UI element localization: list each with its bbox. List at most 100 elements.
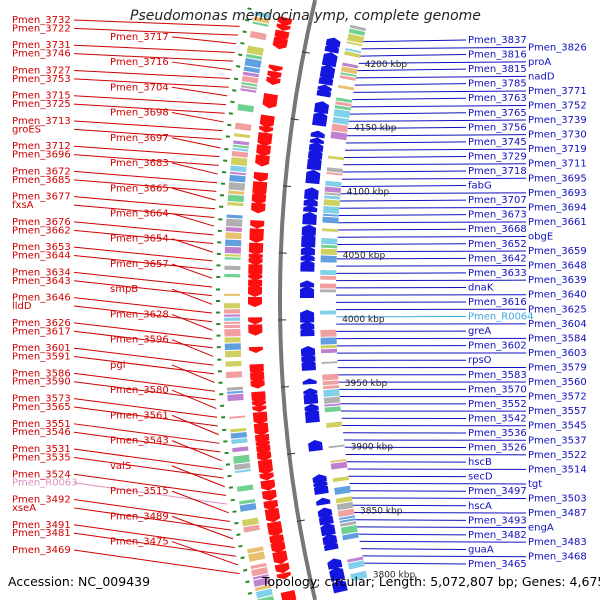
cog-category-block — [239, 503, 257, 512]
gene-label: nadD — [528, 71, 555, 82]
gene-label: Pmen_3698 — [110, 108, 169, 119]
cog-category-block — [332, 476, 350, 483]
gene-label: Pmen_3552 — [468, 399, 527, 410]
tick-mark — [280, 386, 289, 388]
label-connector — [73, 179, 217, 192]
gene-label: Pmen_3497 — [468, 486, 527, 497]
gene-label: Pmen_3551 — [12, 419, 71, 430]
forward-gene-arrow — [272, 550, 288, 564]
reverse-gene-arrow — [300, 246, 316, 256]
cog-category-block — [228, 182, 246, 191]
cog-category-block — [251, 566, 269, 577]
cog-category-block — [321, 228, 339, 233]
cog-category-block — [320, 310, 337, 315]
label-connector — [171, 238, 213, 253]
label-connector — [73, 330, 213, 349]
gene-label: Pmen_3697 — [110, 133, 169, 144]
reverse-gene-arrow — [300, 309, 315, 323]
label-connector — [359, 540, 527, 543]
gene-label: Pmen_3545 — [528, 421, 587, 432]
cog-category-block — [340, 66, 358, 75]
cog-category-block — [237, 103, 255, 113]
forward-gene-arrow — [262, 93, 279, 109]
gene-label: Pmen_3672 — [12, 166, 71, 177]
cog-category-block — [331, 123, 349, 133]
label-connector — [73, 549, 240, 575]
label-connector — [353, 504, 467, 507]
forward-gene-arrow — [248, 286, 263, 297]
cog-category-block — [326, 172, 343, 176]
reverse-gene-arrow — [300, 286, 315, 299]
gene-label: Pmen_3583 — [468, 370, 527, 381]
cog-category-block — [324, 186, 342, 193]
cog-category-block — [253, 16, 270, 24]
label-connector — [361, 548, 467, 550]
label-connector — [345, 148, 527, 151]
cog-category-block — [344, 50, 361, 58]
gene-label: Pmen_3727 — [12, 65, 71, 76]
gene-label: Pmen_3633 — [468, 268, 527, 279]
forward-gene-arrow — [274, 29, 290, 41]
cog-category-block — [224, 337, 241, 343]
forward-gene-arrow — [249, 228, 264, 243]
gene-label: lldD — [12, 301, 32, 312]
cog-category-block — [342, 62, 359, 69]
cog-category-block — [254, 584, 272, 592]
gene-label: Pmen_3596 — [110, 335, 169, 346]
gene-label: Pmen_3570 — [468, 384, 527, 395]
reverse-gene-arrow — [301, 359, 316, 371]
cog-category-block — [233, 454, 250, 464]
gene-label: Pmen_3652 — [468, 239, 527, 250]
forward-gene-arrow — [264, 507, 281, 523]
forward-gene-arrow — [248, 279, 263, 289]
ring-dash — [232, 89, 237, 92]
cog-category-block — [240, 85, 257, 90]
cog-category-block — [320, 283, 337, 289]
gene-label: Pmen_3826 — [528, 42, 587, 53]
forward-gene-arrow — [270, 541, 286, 553]
label-connector — [351, 497, 527, 499]
reverse-gene-arrow — [300, 327, 315, 337]
cog-category-block — [234, 462, 251, 471]
label-connector — [348, 119, 527, 122]
reverse-gene-arrow — [302, 211, 317, 226]
cog-category-block — [224, 328, 241, 337]
gene-label: Pmen_3717 — [110, 32, 169, 43]
gene-label: greA — [468, 326, 491, 337]
cog-category-block — [225, 371, 243, 379]
tick-mark — [296, 519, 305, 522]
forward-gene-arrow — [277, 16, 293, 26]
cog-category-block — [321, 237, 338, 245]
cog-category-block — [224, 343, 241, 351]
label-connector — [73, 103, 225, 114]
gene-label: Pmen_3601 — [12, 343, 71, 354]
cog-category-block — [345, 48, 362, 54]
label-connector — [171, 288, 213, 305]
gene-label: Pmen_3659 — [528, 246, 587, 257]
cog-category-block — [324, 192, 341, 196]
forward-gene-arrow — [280, 589, 297, 600]
gene-label: Pmen_3561 — [110, 410, 169, 421]
reverse-gene-arrow — [306, 157, 322, 171]
forward-gene-arrow — [261, 489, 277, 501]
label-connector — [73, 347, 214, 366]
label-connector — [358, 61, 527, 64]
cog-category-block — [324, 406, 341, 413]
forward-gene-arrow — [251, 391, 266, 403]
gene-label: Pmen_3491 — [12, 520, 71, 531]
gene-label: Pmen_3716 — [110, 57, 169, 68]
cog-category-block — [253, 577, 271, 587]
gene-label: Pmen_3785 — [468, 79, 527, 90]
cog-category-block — [224, 254, 241, 257]
forward-gene-arrow — [248, 257, 263, 266]
tick-mark — [282, 185, 292, 188]
gene-label: Pmen_3648 — [528, 261, 587, 272]
gene-label: Pmen_3668 — [468, 224, 527, 235]
gene-label: pgi — [110, 360, 125, 371]
tick-label: 4100 kbp — [347, 187, 390, 197]
gene-label: Pmen_3536 — [468, 428, 527, 439]
reverse-gene-arrow — [316, 497, 331, 506]
reverse-gene-arrow — [303, 388, 318, 395]
cog-category-block — [347, 556, 364, 563]
reverse-gene-arrow — [332, 580, 348, 594]
